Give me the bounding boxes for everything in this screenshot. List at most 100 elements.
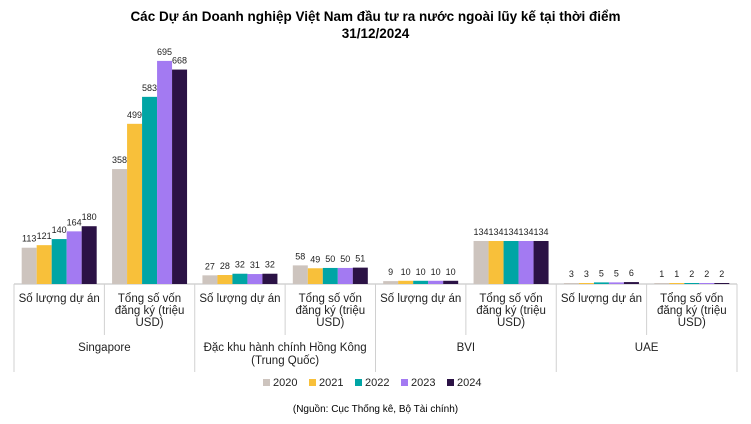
bar-2022 bbox=[503, 240, 519, 284]
group-label: (Trung Quốc) bbox=[251, 355, 319, 367]
bar-2024 bbox=[262, 273, 278, 284]
data-label: 31 bbox=[250, 260, 260, 270]
bar-2022 bbox=[232, 273, 248, 284]
data-label: 49 bbox=[310, 254, 320, 264]
category-label: Tổng số vốn bbox=[118, 293, 181, 305]
data-label: 10 bbox=[446, 267, 456, 277]
legend-swatch-2020 bbox=[263, 379, 270, 386]
bar-2024 bbox=[352, 267, 368, 284]
bar-2022 bbox=[684, 283, 700, 284]
chart-title-line-1: Các Dự án Doanh nghiệp Việt Nam đầu tư r… bbox=[130, 9, 621, 24]
data-label: 5 bbox=[614, 268, 619, 278]
category-label: Số lượng dự án bbox=[19, 293, 100, 305]
bar-2022 bbox=[322, 267, 338, 284]
bar-2021 bbox=[307, 268, 323, 284]
data-label: 50 bbox=[325, 254, 335, 264]
data-label: 51 bbox=[355, 254, 365, 264]
category-label: USD) bbox=[678, 317, 706, 329]
group-label: Đặc khu hành chính Hồng Kông bbox=[204, 342, 367, 354]
group-label: BVI bbox=[457, 342, 476, 354]
data-label: 6 bbox=[629, 268, 634, 278]
data-label: 58 bbox=[295, 251, 305, 261]
bar-2023 bbox=[608, 282, 624, 284]
category-label: Tổng số vốn bbox=[479, 293, 542, 305]
source-note: (Nguồn: Cục Thống kê, Bộ Tài chính) bbox=[292, 404, 459, 415]
data-label: 28 bbox=[220, 261, 230, 271]
bar-2022 bbox=[413, 280, 429, 284]
bar-2020 bbox=[112, 169, 128, 284]
data-label: 10 bbox=[416, 267, 426, 277]
bar-2024 bbox=[443, 280, 459, 284]
bar-2021 bbox=[398, 280, 414, 284]
data-label: 2 bbox=[704, 269, 709, 279]
bar-2020 bbox=[202, 275, 218, 284]
data-label: 358 bbox=[112, 155, 127, 165]
bar-2022 bbox=[51, 239, 67, 284]
bar-2020 bbox=[383, 281, 399, 284]
data-label: 9 bbox=[388, 267, 393, 277]
category-label: Số lượng dự án bbox=[561, 293, 642, 305]
category-label: đăng ký (triệu bbox=[657, 305, 727, 317]
chart-title: Các Dự án Doanh nghiệp Việt Nam đầu tư r… bbox=[0, 8, 751, 42]
bar-2020 bbox=[563, 283, 579, 284]
bar-2023 bbox=[247, 274, 263, 284]
data-label: 668 bbox=[172, 56, 187, 66]
bar-2024 bbox=[172, 69, 188, 285]
chart-title-line-2: 31/12/2024 bbox=[341, 26, 410, 41]
legend-label-2022: 2022 bbox=[365, 377, 389, 389]
bar-2021 bbox=[36, 245, 52, 284]
data-label: 3 bbox=[569, 269, 574, 279]
legend-swatch-2024 bbox=[447, 379, 454, 386]
bar-2021 bbox=[488, 240, 504, 284]
group-label: UAE bbox=[635, 342, 659, 354]
category-label: Tổng số vốn bbox=[299, 293, 362, 305]
data-label: 134 bbox=[534, 227, 549, 237]
bar-2021 bbox=[578, 283, 594, 284]
bar-2021 bbox=[127, 123, 143, 284]
bar-2023 bbox=[518, 240, 534, 284]
bar-2021 bbox=[217, 275, 233, 284]
category-label: đăng ký (triệu bbox=[295, 305, 365, 317]
data-label: 180 bbox=[82, 212, 97, 222]
bar-2020 bbox=[21, 247, 37, 284]
bar-2024 bbox=[714, 283, 730, 284]
category-label: USD) bbox=[136, 317, 164, 329]
data-label: 583 bbox=[142, 83, 157, 93]
bar-2023 bbox=[699, 283, 715, 284]
category-label: Số lượng dự án bbox=[380, 293, 461, 305]
category-label: Tổng số vốn bbox=[660, 293, 723, 305]
category-label: USD) bbox=[316, 317, 344, 329]
bar-2020 bbox=[654, 283, 670, 284]
data-label: 50 bbox=[340, 254, 350, 264]
data-label: 499 bbox=[127, 110, 142, 120]
data-label: 164 bbox=[67, 217, 82, 227]
bar-2023 bbox=[337, 267, 353, 284]
group-label: Singapore bbox=[78, 342, 130, 354]
bar-2024 bbox=[623, 282, 639, 284]
category-label: đăng ký (triệu bbox=[476, 305, 546, 317]
bar-2020 bbox=[292, 265, 308, 284]
data-label: 2 bbox=[719, 269, 724, 279]
legend-label-2023: 2023 bbox=[411, 377, 435, 389]
data-label: 113 bbox=[22, 234, 36, 244]
data-label: 134 bbox=[519, 227, 534, 237]
data-label: 140 bbox=[52, 225, 67, 235]
legend-swatch-2023 bbox=[401, 379, 408, 386]
data-label: 27 bbox=[205, 261, 215, 271]
bar-2022 bbox=[142, 96, 158, 285]
data-label: 5 bbox=[599, 268, 604, 278]
data-label: 1 bbox=[674, 269, 679, 279]
bar-2024 bbox=[81, 226, 97, 284]
data-label: 134 bbox=[489, 227, 504, 237]
legend-swatch-2021 bbox=[309, 379, 316, 386]
category-label: USD) bbox=[497, 317, 525, 329]
legend-label-2024: 2024 bbox=[457, 377, 481, 389]
legend-label-2021: 2021 bbox=[319, 377, 343, 389]
legend-label-2020: 2020 bbox=[273, 377, 297, 389]
data-label: 3 bbox=[584, 269, 589, 279]
bar-2023 bbox=[428, 280, 444, 284]
bar-2023 bbox=[66, 231, 82, 284]
data-label: 1 bbox=[659, 269, 664, 279]
data-label: 10 bbox=[401, 267, 411, 277]
